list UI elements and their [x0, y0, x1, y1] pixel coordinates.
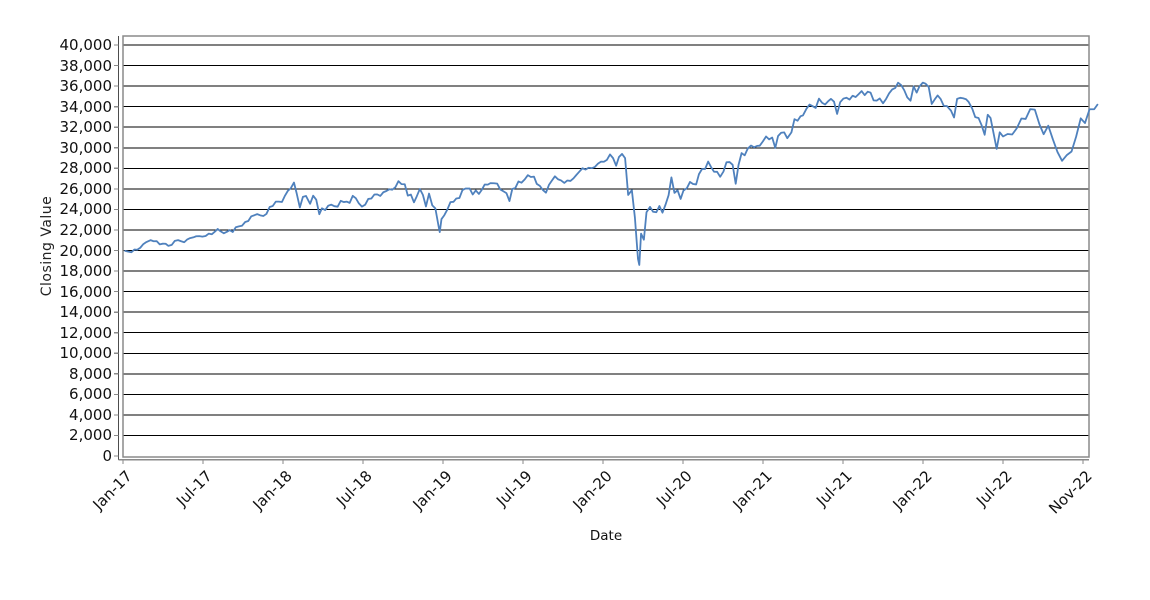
y-tick-label: 32,000 — [59, 118, 113, 137]
y-tick-label: 24,000 — [59, 200, 113, 219]
y-tick-label: 16,000 — [59, 282, 113, 301]
y-tick-label: 40,000 — [59, 36, 113, 54]
y-tick-label: 26,000 — [59, 179, 113, 198]
y-tick-label: 30,000 — [59, 138, 113, 157]
series-line — [124, 81, 1099, 266]
y-tick-label: 34,000 — [59, 97, 113, 116]
y-tick-label: 14,000 — [59, 303, 113, 322]
y-tick-label: 18,000 — [59, 262, 113, 281]
y-tick-label: 20,000 — [59, 241, 113, 260]
y-tick-label: 4,000 — [69, 405, 112, 424]
y-tick-label: 22,000 — [59, 220, 113, 239]
y-tick-label: 8,000 — [69, 364, 112, 383]
plot-frame — [122, 35, 1090, 458]
y-tick-label: 2,000 — [69, 426, 112, 445]
y-tick-label: 6,000 — [69, 385, 112, 404]
y-tick-label: 12,000 — [59, 323, 113, 342]
y-tick-label: 28,000 — [59, 159, 113, 178]
y-tick-label: 36,000 — [59, 77, 113, 96]
y-tick-label: 10,000 — [59, 344, 113, 363]
y-tick-label: 0 — [102, 447, 112, 465]
y-tick-label: 38,000 — [59, 56, 113, 75]
x-axis-title: Date — [589, 528, 623, 544]
y-axis-title: Closing Value — [39, 195, 55, 297]
